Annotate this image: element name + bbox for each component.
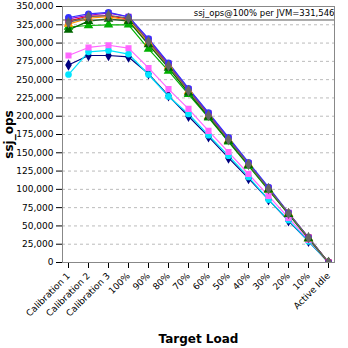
svg-text:350,000: 350,000	[16, 1, 53, 11]
svg-text:125,000: 125,000	[16, 166, 53, 176]
svg-text:70%: 70%	[171, 270, 193, 292]
svg-text:Active Idle: Active Idle	[292, 270, 333, 311]
svg-text:Calibration 2: Calibration 2	[44, 270, 92, 319]
svg-text:250,000: 250,000	[16, 75, 53, 85]
svg-text:60%: 60%	[191, 270, 213, 292]
svg-text:0: 0	[48, 257, 54, 267]
svg-text:225,000: 225,000	[16, 93, 53, 103]
svg-text:Calibration 3: Calibration 3	[64, 271, 112, 319]
svg-text:275,000: 275,000	[16, 56, 53, 66]
svg-text:90%: 90%	[131, 270, 153, 292]
svg-text:100,000: 100,000	[16, 184, 53, 194]
svg-text:Target Load: Target Load	[159, 332, 239, 346]
svg-text:200,000: 200,000	[16, 111, 53, 121]
svg-text:ssj_ops@100% per JVM=331,546: ssj_ops@100% per JVM=331,546	[194, 8, 335, 18]
svg-text:10%: 10%	[290, 270, 312, 292]
svg-text:Calibration 1: Calibration 1	[24, 270, 72, 319]
svg-text:325,000: 325,000	[16, 20, 53, 30]
svg-text:300,000: 300,000	[16, 38, 53, 48]
svg-text:30%: 30%	[251, 270, 273, 292]
svg-text:40%: 40%	[231, 270, 253, 292]
svg-text:100%: 100%	[107, 270, 133, 296]
svg-text:150,000: 150,000	[16, 148, 53, 158]
svg-text:50%: 50%	[211, 270, 233, 292]
svg-text:50,000: 50,000	[22, 221, 54, 231]
svg-text:20%: 20%	[271, 270, 293, 292]
svg-text:80%: 80%	[151, 270, 173, 292]
svg-text:25,000: 25,000	[22, 239, 54, 249]
svg-text:75,000: 75,000	[22, 203, 54, 213]
svg-text:175,000: 175,000	[16, 129, 53, 139]
svg-text:ssj_ops: ssj_ops	[2, 110, 17, 158]
